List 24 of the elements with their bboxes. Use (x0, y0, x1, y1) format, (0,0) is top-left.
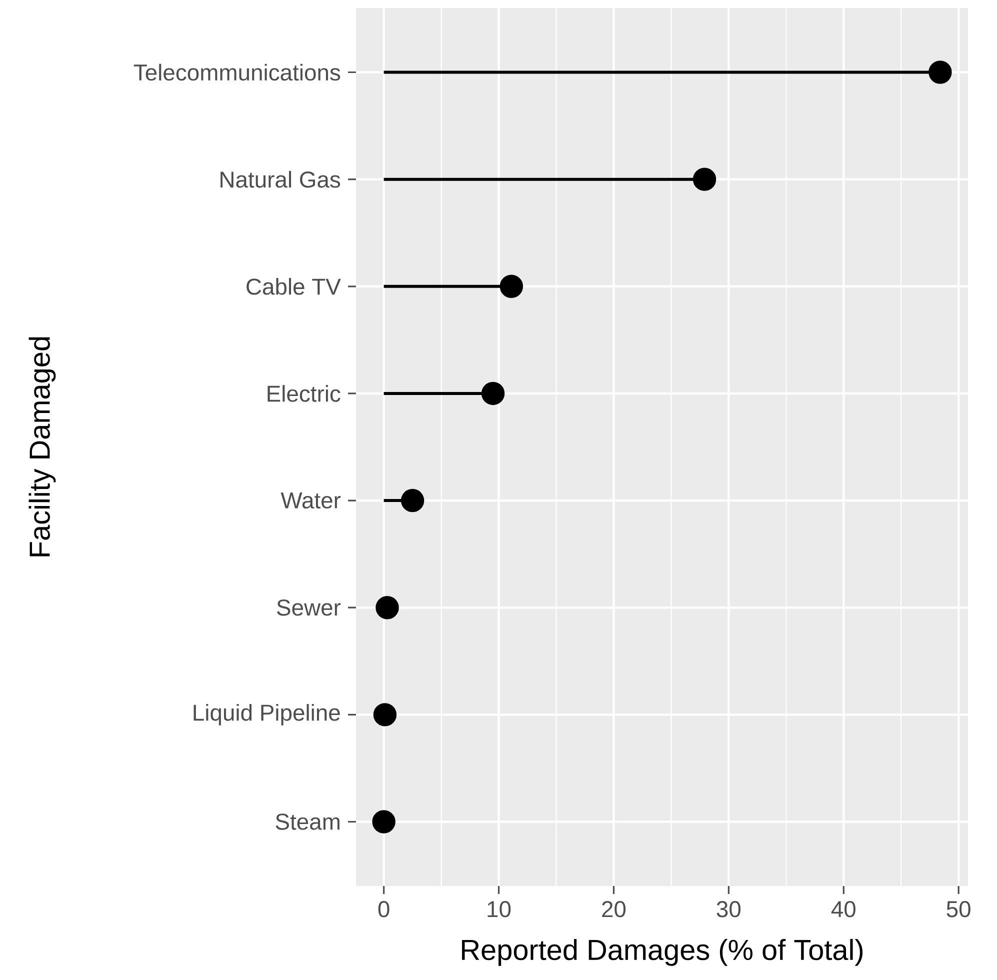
point (373, 703, 397, 726)
point (400, 488, 424, 512)
y-tick-label: Liquid Pipeline (194, 704, 340, 726)
y-tick-label: Electric (268, 385, 340, 402)
x-axis-title: Reported Damages (% of Total) (462, 938, 863, 966)
x-tick-label: 20 (602, 901, 626, 918)
x-tick-label: 0 (378, 901, 390, 918)
point (376, 596, 399, 620)
y-tick-label: Telecommunications (134, 64, 340, 81)
point (692, 168, 716, 191)
y-axis-title: Facility Damaged (28, 337, 56, 556)
point (481, 382, 505, 406)
y-tick-label: Natural Gas (220, 170, 340, 188)
point (372, 810, 396, 834)
point (928, 60, 952, 84)
y-tick-label: Sewer (277, 599, 341, 616)
x-tick-label: 10 (488, 901, 511, 918)
y-tick-label: Steam (276, 814, 340, 830)
point (500, 274, 524, 298)
y-tick-label: Water (280, 492, 341, 509)
x-tick-label: 50 (946, 901, 970, 918)
x-tick-label: 30 (716, 901, 741, 918)
y-tick-label: Cable TV (246, 278, 341, 295)
x-tick-label: 40 (831, 901, 856, 918)
